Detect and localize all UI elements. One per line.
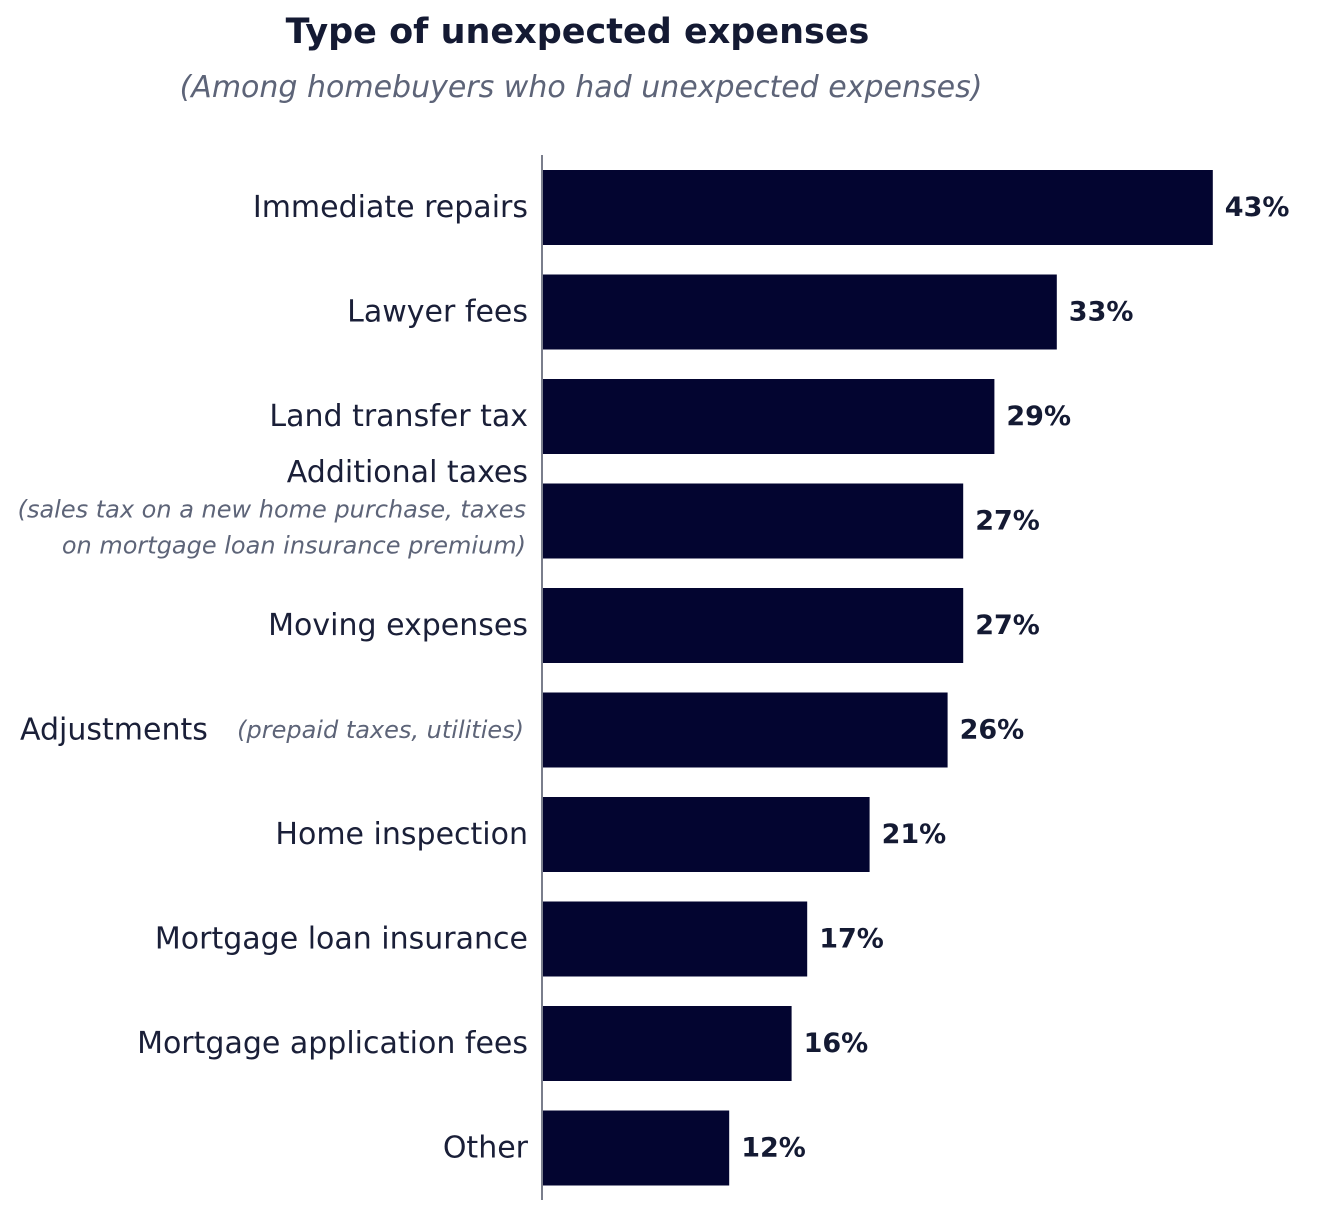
category-note: on mortgage loan insurance premium) <box>62 532 526 560</box>
value-label: 26% <box>960 715 1025 746</box>
category-label: Immediate repairs <box>253 190 528 225</box>
chart-subtitle: (Among homebuyers who had unexpected exp… <box>179 70 983 105</box>
category-label: Adjustments <box>20 713 208 748</box>
bar <box>542 1006 792 1081</box>
bar <box>542 901 808 977</box>
bar <box>542 170 1213 245</box>
category-label: Additional taxes <box>287 455 528 490</box>
bar <box>542 797 870 872</box>
value-label: 27% <box>975 506 1040 537</box>
bar <box>542 692 948 768</box>
category-label: Home inspection <box>275 817 528 852</box>
bar <box>542 588 964 663</box>
category-label: Land transfer tax <box>269 399 528 434</box>
category-label: Mortgage application fees <box>137 1026 528 1061</box>
value-label: 16% <box>804 1028 869 1059</box>
category-label: Other <box>443 1131 529 1166</box>
value-label: 33% <box>1069 297 1134 328</box>
value-label: 17% <box>819 924 884 955</box>
bar <box>542 274 1057 350</box>
value-label: 12% <box>741 1133 806 1164</box>
category-note: (sales tax on a new home purchase, taxes <box>18 496 526 524</box>
category-label: Lawyer fees <box>347 295 528 330</box>
bar <box>542 379 995 454</box>
category-label: Moving expenses <box>268 608 528 643</box>
chart-title: Type of unexpected expenses <box>285 12 870 52</box>
value-label: 43% <box>1225 192 1290 223</box>
value-label: 27% <box>975 610 1040 641</box>
category-label: Mortgage loan insurance <box>155 922 528 957</box>
bar <box>542 483 964 559</box>
value-label: 21% <box>882 819 947 850</box>
bar <box>542 1110 730 1186</box>
value-label: 29% <box>1006 401 1071 432</box>
category-note: (prepaid taxes, utilities) <box>237 716 524 744</box>
